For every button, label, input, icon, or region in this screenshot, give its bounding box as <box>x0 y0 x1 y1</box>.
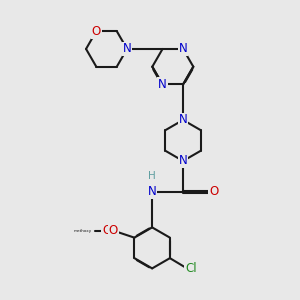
Text: O: O <box>109 224 118 237</box>
Text: Cl: Cl <box>185 262 197 275</box>
Text: N: N <box>148 185 157 198</box>
Text: N: N <box>179 42 188 56</box>
Text: N: N <box>158 78 167 91</box>
Text: O: O <box>102 224 111 237</box>
Text: N: N <box>179 154 188 167</box>
Text: N: N <box>123 42 131 56</box>
Text: methoxy: methoxy <box>74 229 92 232</box>
Text: O: O <box>209 185 219 198</box>
Text: H: H <box>148 171 156 181</box>
Text: O: O <box>92 25 101 38</box>
Text: N: N <box>179 113 188 127</box>
